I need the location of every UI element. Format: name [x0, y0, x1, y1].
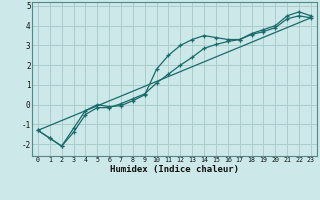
X-axis label: Humidex (Indice chaleur): Humidex (Indice chaleur): [110, 165, 239, 174]
